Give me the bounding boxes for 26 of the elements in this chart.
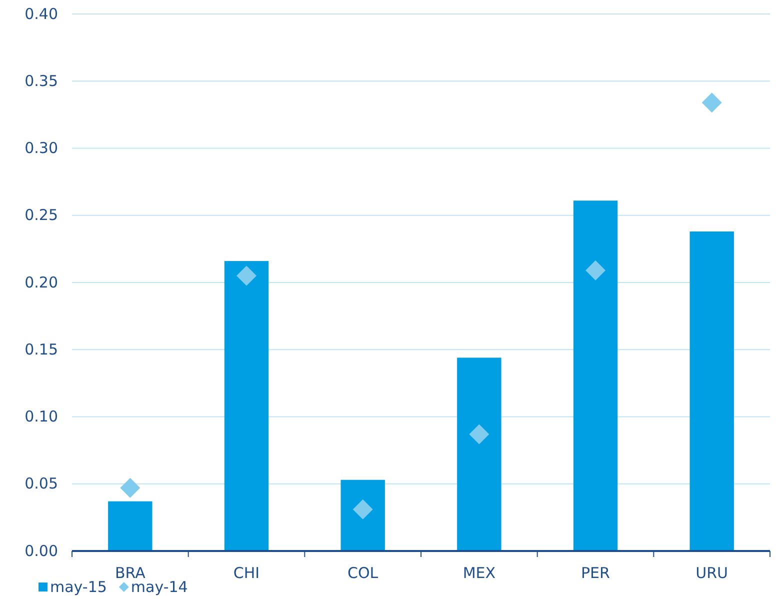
point xyxy=(120,478,140,498)
bar xyxy=(573,200,618,551)
y-tick-label: 0.10 xyxy=(24,408,58,426)
point xyxy=(236,266,256,286)
y-tick-label: 0.05 xyxy=(24,474,58,493)
y-tick-label: 0.00 xyxy=(24,542,58,560)
legend-label: may-15 xyxy=(50,578,107,596)
bar xyxy=(457,358,502,551)
y-tick-label: 0.40 xyxy=(24,4,58,23)
bar xyxy=(108,501,152,551)
x-tick-label: CHI xyxy=(233,564,260,582)
y-tick-label: 0.35 xyxy=(24,72,58,90)
y-tick-label: 0.20 xyxy=(24,273,58,292)
x-tick-label: COL xyxy=(348,564,379,582)
point xyxy=(469,424,490,444)
point xyxy=(586,260,606,280)
bar xyxy=(690,231,734,551)
x-tick-label: PER xyxy=(581,564,610,582)
y-tick-label: 0.15 xyxy=(24,340,58,358)
x-tick-label: MEX xyxy=(462,564,496,582)
bar xyxy=(224,261,269,551)
x-tick-label: URU xyxy=(696,564,728,582)
point xyxy=(702,92,722,113)
y-tick-label: 0.25 xyxy=(24,206,58,224)
bar xyxy=(340,480,385,551)
y-tick-label: 0.30 xyxy=(24,139,58,158)
